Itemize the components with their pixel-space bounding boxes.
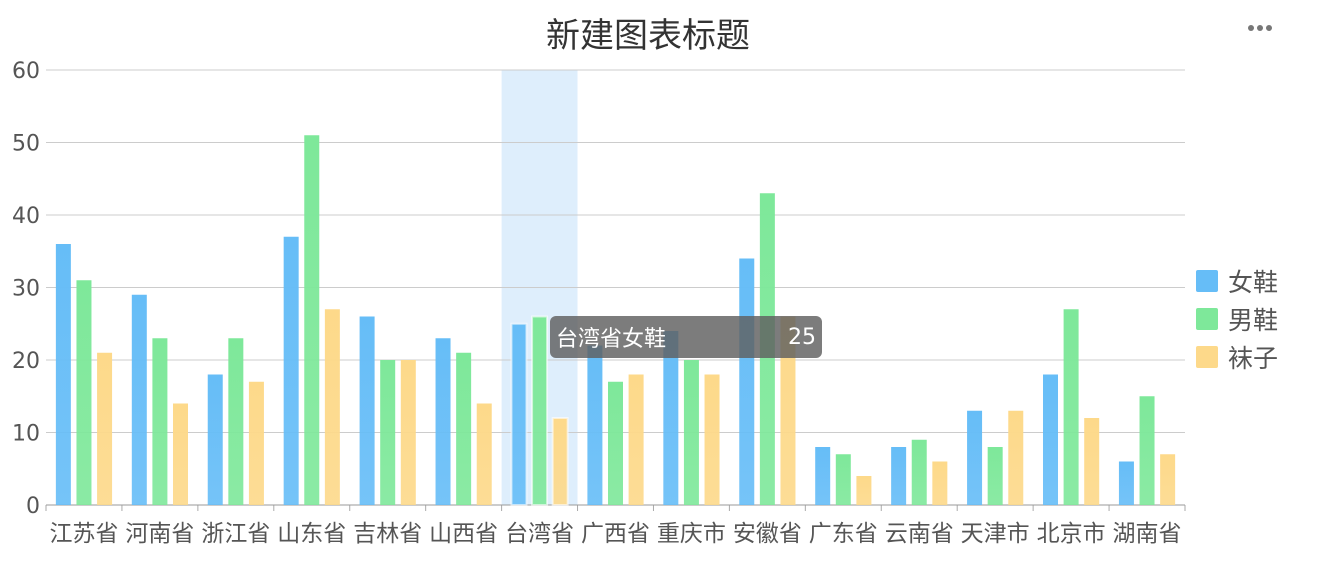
legend-label: 女鞋 <box>1228 268 1279 297</box>
x-tick-label: 河南省 <box>125 521 194 547</box>
x-tick-label: 山西省 <box>429 521 498 547</box>
x-tick-label: 湖南省 <box>1113 521 1182 547</box>
x-tick-label: 广东省 <box>809 521 878 547</box>
legend-swatch <box>1196 308 1218 330</box>
bar-女鞋-广西省 <box>587 345 603 505</box>
x-tick-label: 天津市 <box>961 521 1030 547</box>
more-horizontal-icon-dot <box>1266 25 1272 31</box>
bar-男鞋-山西省 <box>456 352 472 505</box>
bar-女鞋-台湾省 <box>510 322 528 506</box>
x-tick-label: 云南省 <box>885 521 954 547</box>
bar-男鞋-广西省 <box>608 381 623 505</box>
y-tick-label: 0 <box>26 494 40 519</box>
chart-title: 新建图表标题 <box>546 16 750 56</box>
y-tick-label: 30 <box>12 277 40 302</box>
y-tick-label: 60 <box>12 59 40 84</box>
bar-男鞋-台湾省 <box>531 315 549 506</box>
bar-女鞋-天津市 <box>967 410 983 505</box>
bar-男鞋-湖南省 <box>1139 396 1155 505</box>
y-tick-label: 20 <box>12 349 40 374</box>
tooltip-label: 台湾省女鞋 <box>556 327 667 352</box>
bar-女鞋-山西省 <box>435 338 451 505</box>
y-tick-label: 50 <box>12 132 40 157</box>
x-tick-label: 安徽省 <box>733 521 802 547</box>
x-tick-label: 台湾省 <box>505 521 574 547</box>
bar-男鞋-江苏省 <box>76 280 92 505</box>
legend-item-2[interactable]: 袜子 <box>1196 338 1278 376</box>
legend-label: 男鞋 <box>1228 306 1279 335</box>
bar-袜子-山西省 <box>476 403 492 505</box>
bar-女鞋-吉林省 <box>359 316 375 505</box>
bar-袜子-吉林省 <box>400 360 416 505</box>
bar-男鞋-广东省 <box>835 454 851 505</box>
bar-女鞋-湖南省 <box>1118 461 1134 505</box>
bar-男鞋-浙江省 <box>228 338 244 505</box>
bar-袜子-重庆市 <box>704 374 720 505</box>
x-tick-label: 广西省 <box>581 521 650 547</box>
bar-袜子-广西省 <box>628 374 644 505</box>
x-tick-label: 北京市 <box>1037 521 1106 547</box>
bar-男鞋-吉林省 <box>380 360 396 505</box>
bar-女鞋-河南省 <box>131 294 147 505</box>
bar-男鞋-北京市 <box>1063 309 1079 505</box>
y-tick-label: 40 <box>12 204 40 229</box>
legend-label: 袜子 <box>1228 344 1279 373</box>
x-tick-label: 重庆市 <box>657 521 726 547</box>
legend-swatch <box>1196 346 1218 368</box>
bar-袜子-江苏省 <box>97 352 113 505</box>
bar-袜子-山东省 <box>324 309 340 505</box>
bar-男鞋-云南省 <box>911 439 927 505</box>
bar-袜子-台湾省 <box>551 417 569 506</box>
legend-item-0[interactable]: 女鞋 <box>1196 262 1278 300</box>
bar-袜子-浙江省 <box>248 381 264 505</box>
bar-男鞋-重庆市 <box>683 360 699 505</box>
bar-袜子-云南省 <box>932 461 948 505</box>
bar-袜子-天津市 <box>1008 410 1024 505</box>
x-tick-label: 浙江省 <box>201 521 270 547</box>
bar-女鞋-广东省 <box>815 447 831 505</box>
more-horizontal-icon-dot <box>1257 25 1263 31</box>
bar-女鞋-安徽省 <box>739 258 755 505</box>
bar-袜子-北京市 <box>1084 418 1100 505</box>
bar-女鞋-江苏省 <box>55 244 71 505</box>
bar-袜子-安徽省 <box>780 316 796 505</box>
chart-tooltip: 台湾省女鞋 25 <box>550 316 822 358</box>
y-tick-label: 10 <box>12 422 40 447</box>
x-tick-label: 山东省 <box>277 521 346 547</box>
bar-女鞋-浙江省 <box>207 374 223 505</box>
bar-女鞋-云南省 <box>891 447 907 505</box>
x-tick-label: 江苏省 <box>49 521 118 547</box>
bar-女鞋-北京市 <box>1043 374 1058 505</box>
legend-swatch <box>1196 270 1218 292</box>
bar-女鞋-重庆市 <box>663 331 679 505</box>
x-tick-label: 吉林省 <box>353 521 422 547</box>
bar-女鞋-山东省 <box>283 236 299 505</box>
bar-袜子-广东省 <box>856 476 872 505</box>
bar-袜子-河南省 <box>173 403 188 505</box>
legend-item-1[interactable]: 男鞋 <box>1196 300 1278 338</box>
bar-男鞋-河南省 <box>152 338 168 505</box>
more-options-button[interactable] <box>1240 14 1280 42</box>
more-horizontal-icon <box>1248 25 1254 31</box>
bar-男鞋-山东省 <box>304 135 320 505</box>
chart-legend: 女鞋 男鞋 袜子 <box>1196 262 1278 376</box>
tooltip-value: 25 <box>788 324 816 350</box>
bar-袜子-湖南省 <box>1160 454 1176 505</box>
bar-男鞋-天津市 <box>987 447 1003 505</box>
